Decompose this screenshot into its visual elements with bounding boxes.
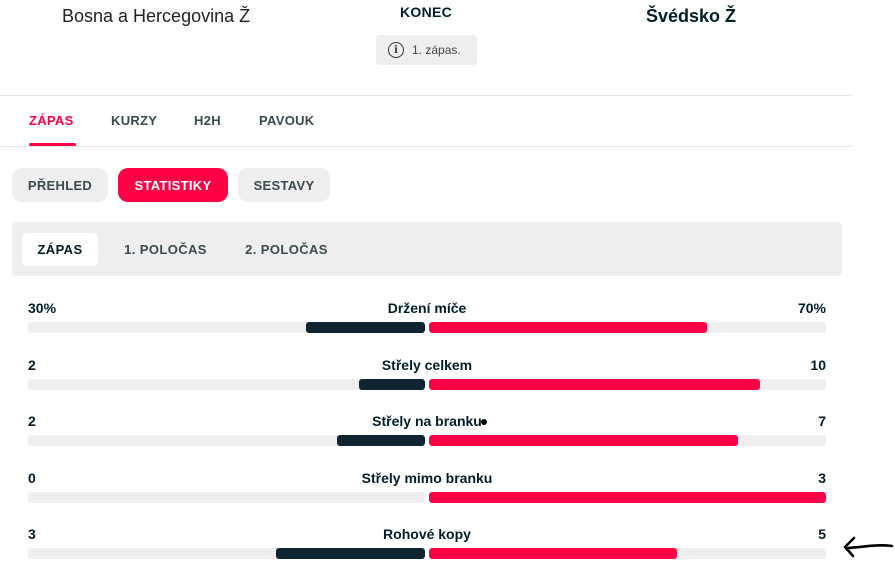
stat-away-value: 5 bbox=[818, 526, 826, 542]
stat-home-value: 2 bbox=[28, 357, 36, 373]
stat-away-value: 3 bbox=[818, 470, 826, 486]
stat-name: Držení míče bbox=[387, 300, 467, 316]
info-icon: i bbox=[388, 42, 404, 58]
stat-away-bar bbox=[429, 379, 760, 390]
period-tabs: ZÁPAS 1. POLOČAS 2. POLOČAS bbox=[12, 222, 842, 276]
pill-sestavy[interactable]: SESTAVY bbox=[238, 168, 330, 202]
round-badge: i 1. zápas. bbox=[376, 35, 477, 65]
stat-home-track bbox=[28, 435, 425, 446]
tab-kurzy[interactable]: KURZY bbox=[111, 113, 158, 128]
stat-away-track bbox=[429, 322, 826, 333]
match-status: KONEC bbox=[400, 4, 453, 20]
stat-home-value: 3 bbox=[28, 526, 36, 542]
stat-row: Držení míče 30% 70% bbox=[28, 300, 826, 340]
stat-name: Střely celkem bbox=[381, 357, 473, 373]
arrow-annotation-icon bbox=[843, 536, 894, 558]
active-tab-indicator bbox=[29, 143, 76, 146]
round-label: 1. zápas. bbox=[412, 43, 461, 57]
stat-away-bar bbox=[429, 548, 678, 559]
stat-row: Střely na branku 2 7 bbox=[28, 413, 826, 453]
stat-home-value: 2 bbox=[28, 413, 36, 429]
tab-zapas[interactable]: ZÁPAS bbox=[29, 113, 74, 128]
stat-away-bar bbox=[429, 435, 738, 446]
period-tab-second-half[interactable]: 2. POLOČAS bbox=[245, 242, 328, 257]
stat-away-bar bbox=[429, 492, 826, 503]
stat-away-value: 7 bbox=[818, 413, 826, 429]
stat-home-track bbox=[28, 379, 425, 390]
stat-away-value: 10 bbox=[810, 357, 826, 373]
stat-home-track bbox=[28, 492, 425, 503]
stat-home-bar bbox=[305, 322, 425, 333]
period-tab-zapas[interactable]: ZÁPAS bbox=[22, 233, 98, 266]
stat-name: Střely na branku bbox=[372, 413, 482, 429]
away-team-name[interactable]: Švédsko Ž bbox=[646, 6, 737, 26]
tab-pavouk[interactable]: PAVOUK bbox=[259, 113, 315, 128]
stat-away-track bbox=[429, 435, 826, 446]
period-tab-first-half[interactable]: 1. POLOČAS bbox=[124, 242, 207, 257]
stat-home-track bbox=[28, 548, 425, 559]
stat-row: Střely celkem 2 10 bbox=[28, 357, 826, 397]
home-team-name[interactable]: Bosna a Hercegovina Ž bbox=[62, 6, 251, 26]
stat-row: Rohové kopy 3 5 bbox=[28, 526, 826, 566]
stat-row: Střely mimo branku 0 3 bbox=[28, 470, 826, 510]
stat-name: Rohové kopy bbox=[383, 526, 471, 542]
stat-home-bar bbox=[358, 379, 425, 390]
pill-prehled[interactable]: PŘEHLED bbox=[12, 168, 108, 202]
stat-home-value: 30% bbox=[28, 300, 57, 316]
stat-away-value: 70% bbox=[797, 300, 826, 316]
tabs-divider bbox=[0, 146, 852, 147]
stat-away-bar bbox=[429, 322, 707, 333]
stat-name: Střely mimo branku bbox=[361, 470, 493, 486]
mouse-cursor bbox=[481, 419, 487, 425]
pill-statistiky[interactable]: STATISTIKY bbox=[118, 168, 228, 202]
stat-home-bar bbox=[276, 548, 425, 559]
stat-home-track bbox=[28, 322, 425, 333]
stat-away-track bbox=[429, 379, 826, 390]
stat-home-value: 0 bbox=[28, 470, 36, 486]
stat-away-track bbox=[429, 548, 826, 559]
stat-home-bar bbox=[336, 435, 425, 446]
tab-h2h[interactable]: H2H bbox=[194, 113, 221, 128]
main-tabs: ZÁPAS KURZY H2H PAVOUK bbox=[0, 96, 852, 146]
header-divider bbox=[0, 95, 852, 96]
stat-away-track bbox=[429, 492, 826, 503]
